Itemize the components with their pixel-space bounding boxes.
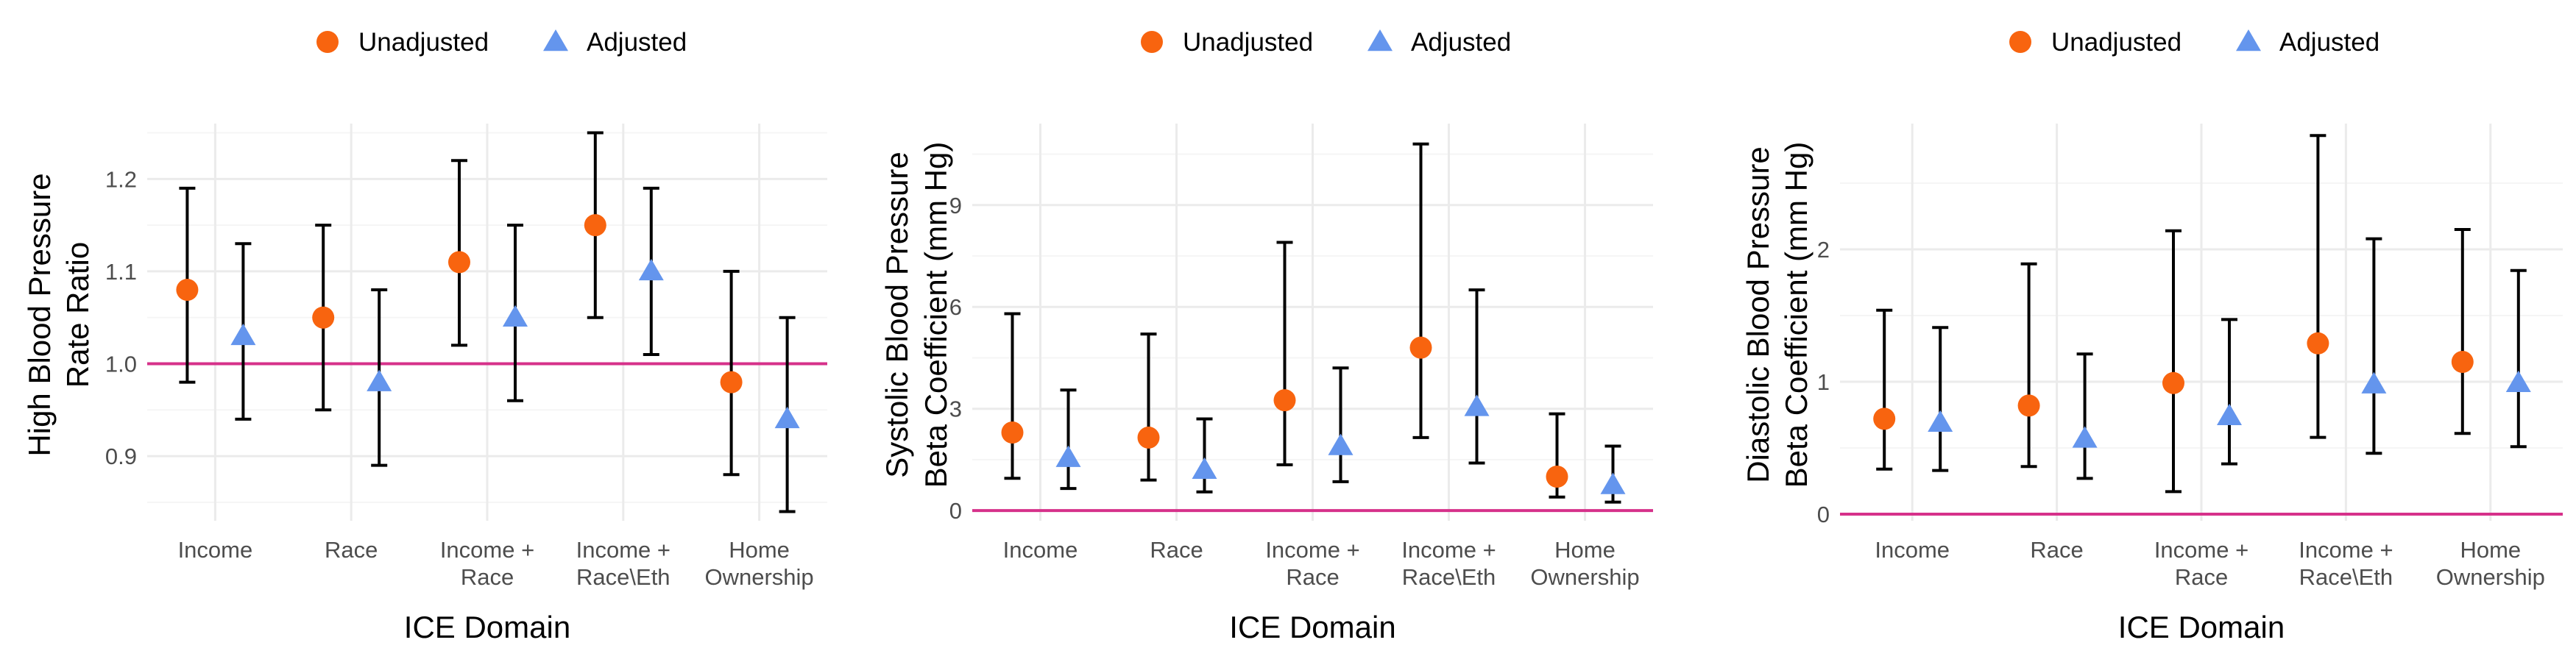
legend-key-adjusted <box>543 29 568 51</box>
point-adjusted <box>2505 370 2531 393</box>
legend-key-adjusted <box>2236 29 2261 51</box>
point-adjusted <box>2072 426 2098 448</box>
point-unadjusted <box>2017 394 2040 417</box>
point-adjusted <box>503 305 528 327</box>
x-tick-label: Income + Race\Eth <box>2299 537 2393 590</box>
y-tick-label: 0 <box>1817 502 1830 527</box>
point-unadjusted <box>2451 351 2474 373</box>
y-axis-title: Beta Coefficient (mm Hg) <box>1779 142 1814 488</box>
x-axis-title: ICE Domain <box>404 610 570 644</box>
point-unadjusted <box>1001 421 1024 444</box>
series-adjusted <box>1928 237 2531 480</box>
x-tick-label: Income + Race <box>440 537 534 590</box>
legend: Unadjusted Adjusted <box>1141 28 1511 57</box>
x-tick-label: Income + Race <box>1265 537 1359 590</box>
point-adjusted <box>1464 394 1490 416</box>
legend-label-adjusted: Adjusted <box>2279 28 2379 57</box>
point-unadjusted <box>720 371 743 394</box>
legend-label-unadjusted: Unadjusted <box>358 28 489 57</box>
y-tick-label: 3 <box>949 396 962 422</box>
legend-key-unadjusted <box>2009 31 2031 53</box>
point-unadjusted <box>584 214 606 237</box>
y-axis-title: Rate Ratio <box>60 242 95 388</box>
point-adjusted <box>367 369 392 391</box>
x-axis-title: ICE Domain <box>1229 610 1395 644</box>
point-unadjusted <box>2307 332 2329 355</box>
legend-key-adjusted <box>1367 29 1393 51</box>
point-unadjusted <box>1137 426 1160 449</box>
x-tick-label: Home Ownership <box>1530 537 1639 590</box>
x-axis-title: ICE Domain <box>2118 610 2285 644</box>
point-adjusted <box>2217 403 2242 426</box>
panel-2: 0 3 6 9 Income Race Income + Race Income + Race\E… <box>880 28 1653 644</box>
point-unadjusted <box>312 306 335 329</box>
y-axis-title: Beta Coefficient (mm Hg) <box>919 142 953 488</box>
point-adjusted <box>1600 472 1626 494</box>
point-unadjusted <box>1273 389 1296 412</box>
point-adjusted <box>1055 445 1081 467</box>
y-tick-label: 1.0 <box>105 352 137 377</box>
legend-key-unadjusted <box>316 31 339 53</box>
x-tick-label: Income + Race <box>2154 537 2248 590</box>
y-axis-title: Systolic Blood Pressure <box>880 152 914 478</box>
legend: Unadjusted Adjusted <box>316 28 687 57</box>
x-tick-label: Income <box>178 537 253 563</box>
y-axis-title: Diastolic Blood Pressure <box>1741 146 1775 483</box>
y-tick-label: 9 <box>949 193 962 218</box>
point-adjusted <box>638 258 664 281</box>
point-unadjusted <box>1546 466 1568 488</box>
y-tick-label: 2 <box>1817 237 1830 263</box>
series-adjusted <box>1055 288 1626 504</box>
series-unadjusted <box>1873 134 2474 494</box>
point-adjusted <box>1928 410 1953 433</box>
legend-label-unadjusted: Unadjusted <box>1183 28 1313 57</box>
y-tick-label: 1 <box>1817 369 1830 395</box>
point-unadjusted <box>176 279 199 302</box>
point-adjusted <box>230 323 256 346</box>
x-tick-label: Income + Race\Eth <box>576 537 670 590</box>
y-tick-label: 1.2 <box>105 166 137 192</box>
point-unadjusted <box>1409 336 1432 359</box>
point-unadjusted <box>1873 407 1896 430</box>
point-unadjusted <box>2162 371 2184 394</box>
panel-3: 0 1 2 Income Race Income + Race Income + Race\Et… <box>1741 28 2563 644</box>
x-tick-label: Income <box>1003 537 1078 563</box>
point-adjusted <box>774 406 800 429</box>
x-tick-label: Income <box>1875 537 1950 563</box>
x-tick-label: Income + Race\Eth <box>1401 537 1496 590</box>
y-axis-title: High Blood Pressure <box>22 173 57 456</box>
y-tick-label: 1.1 <box>105 259 137 285</box>
legend-key-unadjusted <box>1141 31 1163 53</box>
x-tick-label: Home Ownership <box>705 537 814 590</box>
x-tick-label: Home Ownership <box>2436 537 2545 590</box>
y-tick-label: 0.9 <box>105 444 137 469</box>
legend: Unadjusted Adjusted <box>2009 28 2379 57</box>
legend-label-unadjusted: Unadjusted <box>2051 28 2182 57</box>
series-unadjusted <box>176 131 743 477</box>
point-unadjusted <box>448 251 470 274</box>
x-tick-label: Race <box>2030 537 2083 563</box>
point-adjusted <box>1192 457 1217 480</box>
x-tick-label: Race <box>325 537 378 563</box>
legend-label-adjusted: Adjusted <box>1411 28 1511 57</box>
y-tick-label: 6 <box>949 294 962 320</box>
series-adjusted <box>230 186 800 513</box>
panel-1: 0.9 1.0 1.1 1.2 Income Race Income + Race Income… <box>22 28 827 644</box>
point-adjusted <box>1328 433 1354 455</box>
point-adjusted <box>2361 371 2387 394</box>
legend-label-adjusted: Adjusted <box>587 28 687 57</box>
x-tick-label: Race <box>1150 537 1203 563</box>
y-tick-label: 0 <box>949 498 962 524</box>
series-unadjusted <box>1001 142 1568 499</box>
